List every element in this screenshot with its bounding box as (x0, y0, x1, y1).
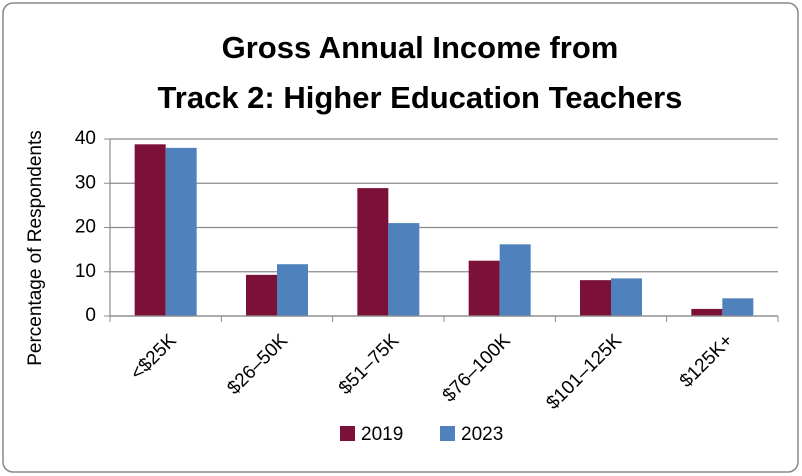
legend-swatch (340, 426, 355, 441)
y-tick-label: 0 (85, 305, 96, 326)
bar (246, 274, 277, 316)
bar (722, 298, 754, 316)
chart-title: Track 2: Higher Education Teachers (158, 80, 683, 115)
legend-swatch (440, 426, 455, 441)
bar (134, 144, 166, 316)
bar (691, 308, 723, 316)
y-tick-label: 30 (75, 172, 96, 193)
bar (580, 280, 611, 316)
bar (468, 260, 500, 316)
legend-label: 2019 (361, 424, 403, 445)
bar (165, 147, 197, 316)
bar (388, 223, 420, 316)
legend-label: 2023 (461, 424, 503, 445)
y-tick-label: 20 (75, 217, 96, 238)
bar (277, 264, 308, 316)
bar (499, 244, 531, 316)
chart-title: Gross Annual Income from (222, 30, 619, 65)
bar (611, 278, 642, 316)
bar (357, 188, 389, 316)
y-tick-label: 40 (75, 128, 96, 149)
y-axis-label: Percentage of Respondents (25, 130, 46, 366)
y-tick-label: 10 (75, 261, 96, 282)
